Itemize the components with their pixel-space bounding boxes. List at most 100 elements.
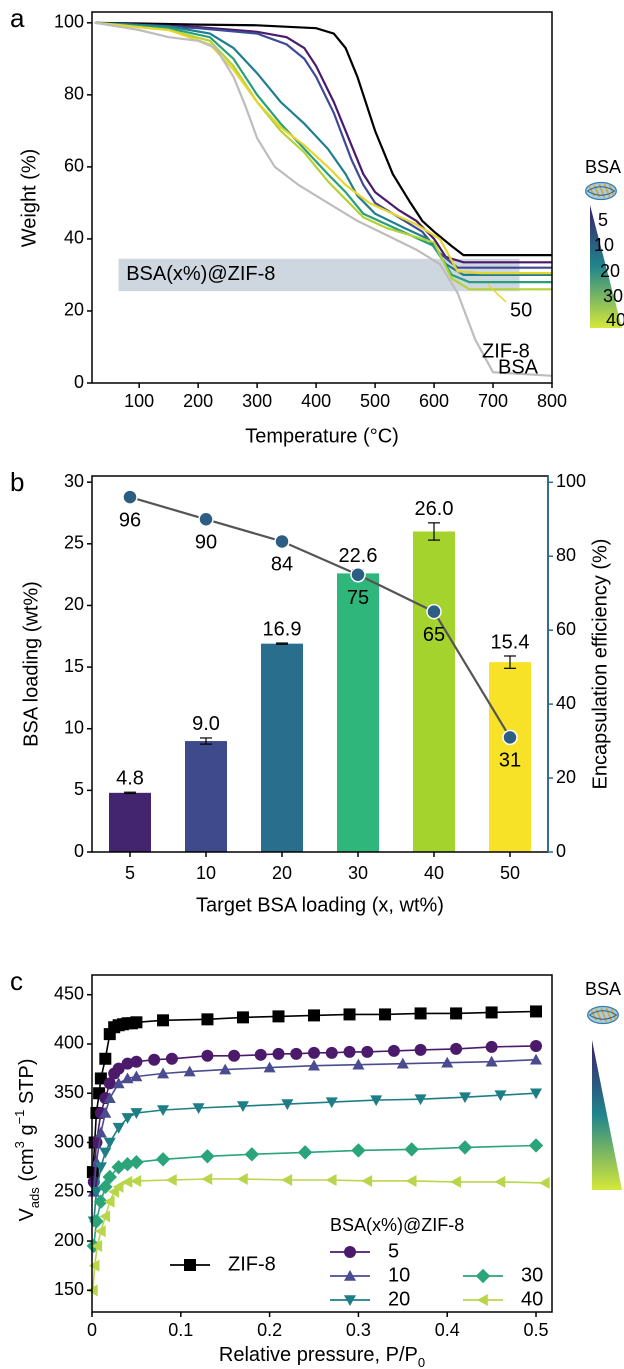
value-label: 75 [347, 587, 369, 609]
y-tick-label: 300 [54, 1131, 84, 1151]
x-tick-label: 0.3 [346, 1320, 371, 1340]
y-tick-label: 250 [54, 1181, 84, 1201]
marker [123, 490, 137, 504]
bar [185, 741, 227, 852]
x-axis-label: Relative pressure, P/P0 [219, 1344, 425, 1369]
marker [255, 1049, 267, 1061]
y-tick-label: 40 [64, 228, 84, 248]
marker [477, 1294, 488, 1306]
marker [201, 1013, 213, 1025]
y-axis-label: Encapsulation efficiency (%) [589, 539, 611, 790]
bar [413, 531, 455, 852]
value-label: 9.0 [192, 713, 220, 735]
marker [95, 1127, 107, 1138]
marker [529, 1138, 543, 1152]
marker [530, 1040, 542, 1052]
value-label: 90 [195, 532, 217, 554]
marker [201, 1173, 212, 1185]
marker [539, 1177, 550, 1189]
marker [237, 1011, 249, 1023]
y-tick-label: 5 [74, 779, 84, 799]
y-tick-label: 450 [54, 983, 84, 1003]
marker [344, 1008, 356, 1020]
x-tick-label: 600 [419, 391, 449, 411]
x-tick-label: 300 [242, 391, 272, 411]
legend-title: BSA(x%)@ZIF-8 [330, 1215, 464, 1235]
marker [130, 1016, 142, 1028]
page: BSA(x%)@ZIF-8100200300400500600700800020… [0, 0, 624, 1369]
label-part: STP) [16, 1058, 38, 1109]
marker [388, 1045, 400, 1057]
marker [486, 1041, 498, 1053]
marker [450, 1176, 461, 1188]
x-tick-label: 0.4 [435, 1320, 460, 1340]
legend-label: 30 [603, 286, 623, 306]
marker [104, 1138, 116, 1149]
y-axis-label: Vads (cm3 g−1 STP) [12, 1058, 42, 1221]
marker [379, 1008, 391, 1020]
y-tick-label: 40 [556, 693, 576, 713]
series-line [95, 23, 552, 255]
series-line [94, 1060, 536, 1192]
marker [148, 1054, 160, 1066]
bar [337, 573, 379, 852]
y-tick-label: 30 [64, 471, 84, 491]
y-tick-label: 150 [54, 1279, 84, 1299]
legend-label: 20 [600, 261, 620, 281]
y-tick-label: 60 [64, 156, 84, 176]
label-part: −1 [12, 1110, 27, 1125]
x-tick-label: 200 [183, 391, 213, 411]
series-line [95, 23, 552, 273]
x-tick-label: 20 [272, 863, 292, 883]
x-tick-label: 800 [537, 391, 567, 411]
legend-label: 10 [594, 235, 614, 255]
x-tick-label: 40 [424, 863, 444, 883]
y-tick-label: 80 [556, 545, 576, 565]
label-part: (cm [16, 1148, 38, 1187]
marker [200, 1149, 214, 1163]
x-tick-label: 400 [301, 391, 331, 411]
y-tick-label: 20 [64, 300, 84, 320]
panel-label: a [10, 3, 25, 33]
protein-icon [588, 1007, 619, 1024]
series-line [95, 23, 552, 290]
marker [344, 1046, 356, 1058]
marker [530, 1005, 542, 1017]
y-tick-label: 200 [54, 1230, 84, 1250]
protein-icon [586, 183, 617, 200]
x-tick-label: 0.5 [523, 1320, 548, 1340]
marker [361, 1175, 372, 1187]
legend-label: 5 [388, 1240, 399, 1262]
label-part: Relative pressure, P/P [219, 1344, 418, 1366]
value-label: 22.6 [339, 545, 378, 567]
value-label: 84 [271, 554, 293, 576]
marker [503, 730, 517, 744]
marker [272, 1010, 284, 1022]
series-line [95, 23, 552, 282]
y-tick-label: 100 [54, 12, 84, 32]
x-tick-label: 100 [124, 391, 154, 411]
marker [344, 1246, 356, 1258]
x-tick-label: 500 [360, 391, 390, 411]
y-axis-label: BSA loading (wt%) [20, 581, 42, 747]
x-tick-label: 0 [87, 1320, 97, 1340]
marker [404, 1142, 418, 1156]
marker [351, 568, 365, 582]
x-tick-label: 30 [348, 863, 368, 883]
y-axis-label: Weight (%) [18, 149, 40, 248]
x-tick-label: 50 [500, 863, 520, 883]
marker [415, 1007, 427, 1019]
y-tick-label: 80 [64, 84, 84, 104]
value-label: 26.0 [415, 498, 454, 520]
panel-label: b [10, 467, 24, 497]
bar [109, 793, 151, 852]
series-line [93, 1179, 545, 1290]
marker [228, 1050, 240, 1062]
marker [298, 1145, 312, 1159]
colorbar-wedge [592, 1040, 622, 1190]
marker [99, 1053, 111, 1065]
marker [450, 1007, 462, 1019]
marker [361, 1046, 373, 1058]
legend-label: 10 [388, 1264, 410, 1286]
panel-label: c [10, 966, 23, 996]
